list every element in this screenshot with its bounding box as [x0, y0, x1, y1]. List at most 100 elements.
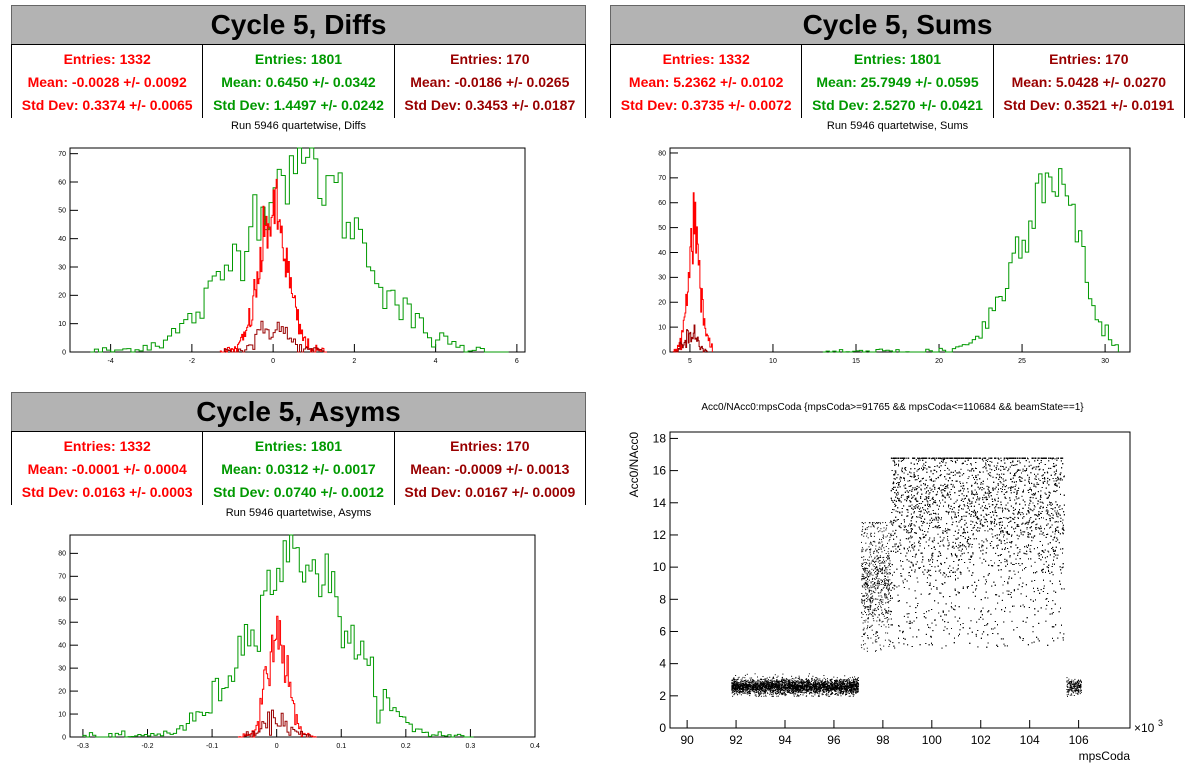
scatter-point [834, 683, 836, 685]
x-tick-label: 20 [935, 358, 943, 365]
scatter-point [864, 606, 866, 608]
scatter-point [795, 686, 797, 688]
scatter-point [822, 689, 824, 691]
scatter-point [888, 557, 890, 559]
scatter-point [746, 688, 748, 689]
scatter-point [880, 584, 882, 585]
scatter-point [743, 686, 745, 688]
scatter-point [818, 688, 820, 690]
scatter-point [873, 598, 875, 600]
scatter-point [734, 690, 736, 692]
scatter-point [886, 595, 888, 597]
scatter-point [888, 553, 890, 555]
scatter-point [756, 681, 758, 683]
scatter-point [864, 603, 865, 605]
scatter-point [834, 682, 835, 684]
scatter-point [889, 564, 890, 566]
scatter-point [791, 684, 793, 685]
scatter-point [803, 681, 805, 683]
scatter-point [750, 684, 752, 686]
scatter-point [880, 607, 882, 609]
scatter-point [758, 694, 760, 696]
y-tick-label: 40 [58, 236, 66, 243]
scatter-point [863, 601, 865, 603]
scatter-point [880, 579, 882, 581]
scatter-point [838, 683, 840, 685]
scatter-point [861, 611, 863, 613]
scatter-point [870, 602, 872, 604]
scatter-point [745, 688, 747, 690]
scatter-point [851, 692, 853, 694]
scatter-point [764, 692, 766, 694]
scatter-point [867, 599, 869, 601]
scatter-point [814, 684, 816, 686]
scatter-point [882, 601, 884, 603]
scatter-point [885, 522, 886, 524]
scatter-point [817, 683, 819, 685]
scatter-point [826, 684, 828, 686]
scatter-point [872, 612, 874, 614]
scatter-point [764, 691, 765, 692]
scatter-point [864, 562, 866, 563]
scatter-point [851, 693, 853, 695]
scatter-point [884, 580, 886, 582]
scatter-point [741, 688, 743, 689]
scatter-point [873, 526, 875, 528]
scatter-point [877, 605, 879, 607]
scatter-point [883, 547, 885, 549]
scatter-point [782, 693, 784, 694]
scatter-point [812, 695, 814, 697]
scatter-point [799, 683, 801, 685]
scatter-point [877, 548, 879, 550]
scatter-point [847, 686, 849, 688]
scatter-point [791, 689, 793, 691]
scatter-point [834, 680, 835, 681]
scatter-point [877, 598, 879, 600]
scatter-point [862, 640, 864, 642]
scatter-point [878, 542, 880, 544]
scatter-point [808, 675, 809, 677]
scatter-point [814, 687, 816, 689]
scatter-point [843, 682, 845, 683]
scatter-point [840, 686, 842, 688]
scatter-point [788, 680, 790, 682]
scatter-point [842, 692, 843, 694]
scatter-point [850, 683, 852, 685]
scatter-point [742, 691, 744, 693]
scatter-point [796, 686, 798, 688]
scatter-point [731, 679, 733, 681]
scatter-point [822, 688, 824, 690]
scatter-point [764, 682, 766, 684]
scatter-point [886, 580, 888, 581]
scatter-point [827, 688, 829, 690]
scatter-point [815, 680, 816, 682]
scatter-point [823, 684, 825, 686]
scatter-point [749, 683, 751, 685]
scatter-point [879, 565, 881, 567]
scatter-point [782, 690, 784, 692]
scatter-point [777, 685, 778, 687]
scatter-point [821, 680, 823, 682]
scatter-point [800, 678, 802, 680]
scatter-point [842, 690, 844, 692]
scatter-point [760, 686, 762, 688]
scatter-point [884, 639, 886, 641]
scatter-point [797, 685, 799, 687]
scatter-point [738, 687, 740, 689]
scatter-point [886, 583, 888, 584]
scatter-point [823, 677, 825, 679]
scatter-point [811, 687, 813, 688]
scatter-point [874, 532, 876, 534]
scatter-point [876, 558, 878, 560]
scatter-point [783, 682, 785, 683]
y-tick-label: 12 [653, 528, 667, 542]
stat-entries: Entries: 1332 [662, 50, 750, 67]
scatter-point [779, 689, 781, 691]
scatter-point [769, 682, 771, 684]
scatter-point [861, 600, 863, 602]
scatter-point [789, 685, 791, 687]
scatter-point [877, 561, 879, 563]
scatter-point [802, 692, 804, 694]
scatter-point [857, 678, 858, 680]
scatter-point [847, 682, 849, 684]
